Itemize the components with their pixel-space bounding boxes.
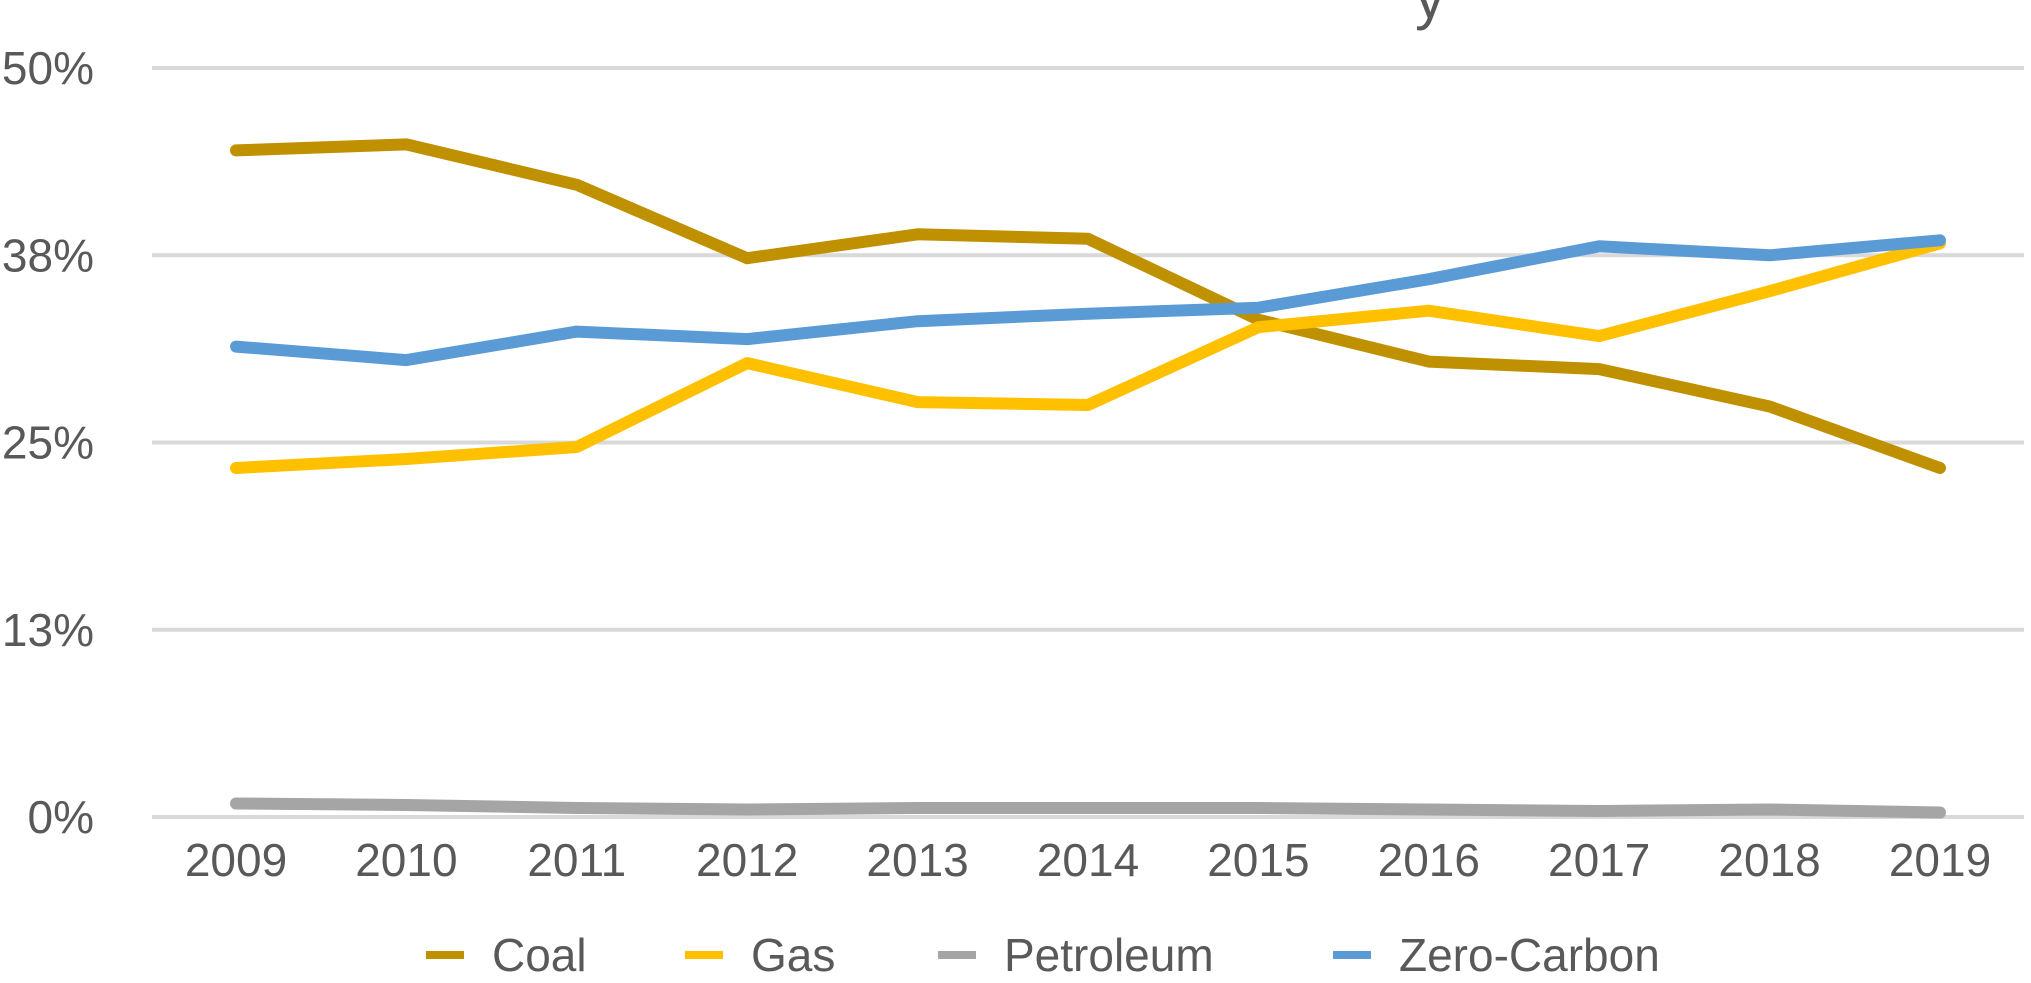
x-axis-tick-labels: 2009 2010 2011 2012 2013 2014 2015 2016 2017 2018… [185,834,1991,886]
y-tick-label: 50% [2,42,94,94]
series-line-petroleum [230,797,1946,819]
gridlines [152,66,2024,819]
series-line-coal [230,138,1946,474]
series-line-zero-carbon [230,234,1946,367]
x-tick-label: 2010 [355,834,457,886]
x-tick-label: 2014 [1037,834,1139,886]
x-tick-label: 2012 [696,834,798,886]
x-tick-label: 2013 [866,834,968,886]
y-tick-label: 25% [2,417,94,469]
y-tick-label: 13% [2,604,94,656]
legend-label: Coal [492,929,587,981]
y-tick-label: 38% [2,229,94,281]
chart-title-fragment: y [1415,0,1445,31]
series-line-gas [230,237,1946,474]
legend-label: Gas [751,929,835,981]
legend-label: Zero-Carbon [1399,929,1660,981]
y-axis-tick-labels: 0% 13% 25% 38% 50% [2,42,94,843]
x-tick-label: 2015 [1207,834,1309,886]
x-tick-label: 2009 [185,834,287,886]
legend: Coal Gas Petroleum Zero-Carbon [426,929,1660,981]
legend-label: Petroleum [1004,929,1214,981]
x-tick-label: 2011 [527,834,626,886]
x-tick-label: 2017 [1548,834,1650,886]
x-tick-label: 2018 [1718,834,1820,886]
x-tick-label: 2016 [1378,834,1480,886]
y-tick-label: 0% [28,791,94,843]
x-tick-label: 2019 [1889,834,1991,886]
series-lines [230,138,1946,819]
